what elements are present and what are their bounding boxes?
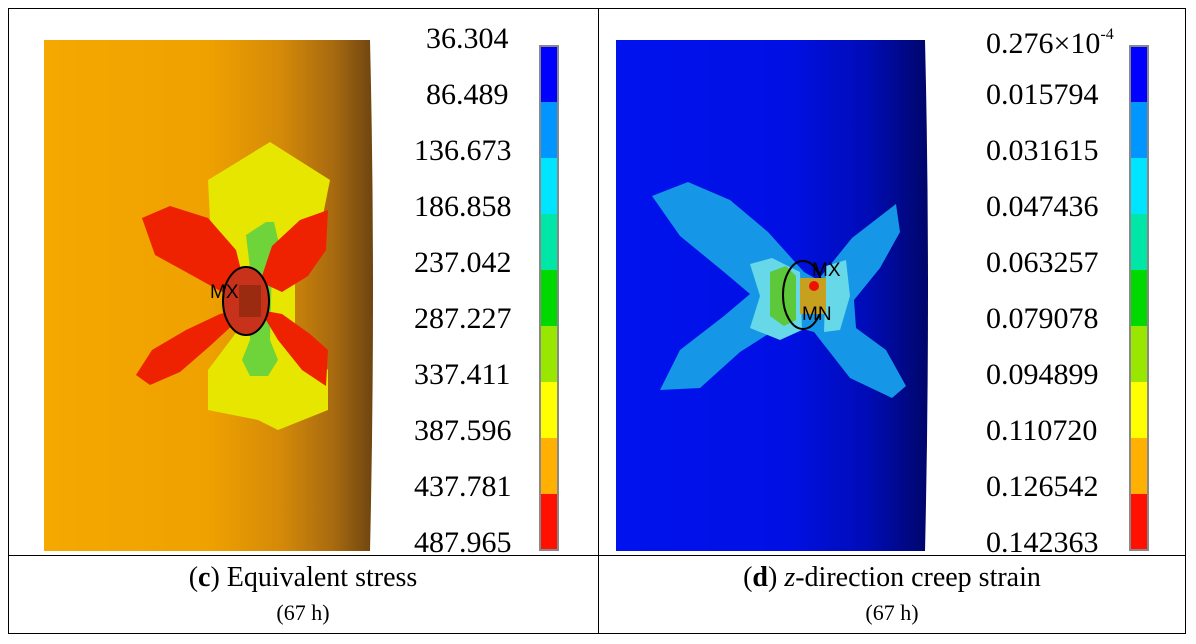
legend-swatch xyxy=(540,382,558,438)
legend-swatch xyxy=(1130,438,1148,494)
legend-border xyxy=(1129,45,1149,551)
legend-first-value: 0.276×10-4 xyxy=(986,20,1114,59)
legend-value: 237.042 xyxy=(414,246,512,279)
specimen-body xyxy=(44,40,373,551)
legend-first-exponent: -4 xyxy=(1100,26,1114,43)
legend-value: 487.965 xyxy=(414,526,512,559)
legend-value: 136.673 xyxy=(414,134,512,167)
panel-c: MX 36.304 86.489 136.673 186.858 237.042… xyxy=(10,10,596,558)
legend-swatch xyxy=(1130,382,1148,438)
legend-value: 0.047436 xyxy=(986,190,1099,223)
max-marker: MX xyxy=(210,282,239,303)
caption-variable: z xyxy=(784,562,796,593)
legend-value: 186.858 xyxy=(414,190,512,223)
legend-swatch xyxy=(1130,270,1148,326)
legend-swatch xyxy=(1130,102,1148,158)
caption-d: (d) z-direction creep strain xyxy=(743,562,1041,593)
legend-value: 36.304 xyxy=(426,22,509,55)
caption-divider xyxy=(8,555,1186,556)
legend-swatch xyxy=(540,158,558,214)
upper-right-lobe xyxy=(260,210,328,292)
legend-swatch xyxy=(1130,326,1148,382)
legend-swatch xyxy=(540,214,558,270)
legend-value: 287.227 xyxy=(414,302,512,335)
legend-swatch xyxy=(1130,214,1148,270)
legend-value: 0.015794 xyxy=(986,78,1099,111)
legend-swatch xyxy=(1130,494,1148,550)
column-divider xyxy=(598,8,599,634)
legend-swatch xyxy=(540,438,558,494)
stress-legend-bar xyxy=(539,45,559,551)
min-marker: MN xyxy=(802,304,832,325)
legend-first-times: ×10 xyxy=(1053,27,1101,60)
legend-swatch xyxy=(540,326,558,382)
legend-value: 0.142363 xyxy=(986,526,1099,559)
caption-c: (c) Equivalent stress xyxy=(188,562,418,593)
caption-letter: c xyxy=(198,562,211,593)
legend-swatch xyxy=(1130,158,1148,214)
max-point xyxy=(809,281,819,291)
panel-d: MX MN 0.276×10-4 0.015794 0.031615 0.047… xyxy=(600,10,1184,558)
lower-right-lobe xyxy=(260,310,328,386)
legend-border xyxy=(539,45,559,551)
stress-contour-plot: MX xyxy=(44,40,559,551)
legend-first-mantissa: 0.276 xyxy=(986,27,1054,60)
caption-text: -direction creep strain xyxy=(795,562,1041,593)
creep-strain-contour-plot: MX MN xyxy=(616,40,1149,551)
legend-swatch xyxy=(1130,46,1148,102)
legend-swatch xyxy=(540,494,558,550)
legend-value: 0.079078 xyxy=(986,302,1099,335)
caption-letter: d xyxy=(752,562,768,593)
hole-core xyxy=(239,285,261,317)
legend-value: 437.781 xyxy=(414,470,512,503)
legend-swatch xyxy=(540,102,558,158)
legend-value: 0.110720 xyxy=(986,414,1098,447)
lower-left-lobe xyxy=(136,308,246,385)
legend-value: 86.489 xyxy=(426,78,509,111)
strain-legend-bar xyxy=(1129,45,1149,551)
figure-frame xyxy=(8,8,1186,634)
legend-value: 0.063257 xyxy=(986,246,1099,279)
legend-value: 337.411 xyxy=(414,358,511,391)
legend-value: 0.031615 xyxy=(986,134,1099,167)
inner-cyan-band-right xyxy=(824,260,850,332)
max-marker: MX xyxy=(812,260,841,281)
caption-time-d: (67 h) xyxy=(865,600,919,625)
legend-swatch xyxy=(540,270,558,326)
legend-value: 0.094899 xyxy=(986,358,1099,391)
legend-swatch xyxy=(540,46,558,102)
caption-time-c: (67 h) xyxy=(276,600,330,625)
caption-text: Equivalent stress xyxy=(226,562,418,593)
legend-value: 387.596 xyxy=(414,414,512,447)
upper-left-lobe xyxy=(142,206,246,292)
legend-value: 0.126542 xyxy=(986,470,1099,503)
